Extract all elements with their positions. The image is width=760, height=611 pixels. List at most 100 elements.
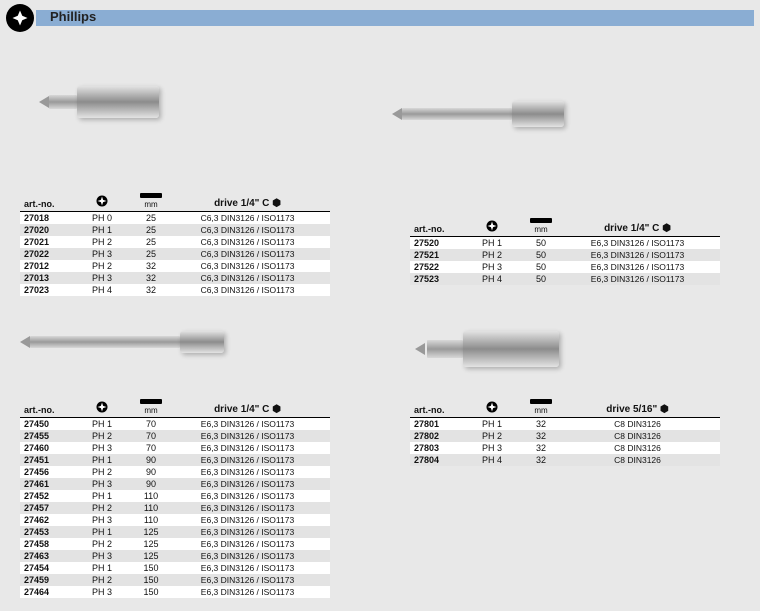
col-header-length: mm — [522, 399, 560, 417]
header-bar — [36, 10, 754, 26]
bit-hex — [512, 101, 564, 127]
table-row: 27450PH 170E6,3 DIN3126 / ISO1173 — [20, 418, 330, 430]
bit-tip — [392, 108, 402, 120]
table-row: 27452PH 1110E6,3 DIN3126 / ISO1173 — [20, 490, 330, 502]
spec-table: art.-no.mmdrive 1/4" C ⬢27450PH 170E6,3 … — [20, 396, 330, 598]
table-row: 27021PH 225C6,3 DIN3126 / ISO1173 — [20, 236, 330, 248]
cell-artno: 27455 — [20, 431, 72, 441]
table-body: 27520PH 150E6,3 DIN3126 / ISO117327521PH… — [410, 237, 720, 285]
cell-size: PH 2 — [72, 539, 132, 549]
cell-artno: 27457 — [20, 503, 72, 513]
cell-drive: C8 DIN3126 — [560, 419, 715, 429]
col-header-size — [72, 401, 132, 417]
cell-drive: E6,3 DIN3126 / ISO1173 — [170, 479, 325, 489]
cell-length: 32 — [132, 273, 170, 283]
cell-length: 70 — [132, 419, 170, 429]
bit-illustration — [39, 80, 169, 124]
cell-artno: 27021 — [20, 237, 72, 247]
table-row: 27458PH 2125E6,3 DIN3126 / ISO1173 — [20, 538, 330, 550]
cell-length: 50 — [522, 250, 560, 260]
table-body: 27801PH 132C8 DIN312627802PH 232C8 DIN31… — [410, 418, 720, 466]
col-header-artno: art.-no. — [410, 224, 462, 236]
cell-length: 125 — [132, 551, 170, 561]
cell-drive: C6,3 DIN3126 / ISO1173 — [170, 225, 325, 235]
cell-artno: 27451 — [20, 455, 72, 465]
bit-tip — [39, 96, 49, 108]
phillips-icon — [96, 195, 108, 209]
bit-hex — [463, 331, 559, 367]
cell-artno: 27456 — [20, 467, 72, 477]
cell-size: PH 4 — [72, 285, 132, 295]
cell-size: PH 2 — [462, 250, 522, 260]
length-icon — [530, 399, 552, 404]
col-header-size — [462, 401, 522, 417]
table-row: 27459PH 2150E6,3 DIN3126 / ISO1173 — [20, 574, 330, 586]
col-header-size — [462, 220, 522, 236]
cell-length: 32 — [132, 285, 170, 295]
table-header: art.-no.mmdrive 5/16" ⬢ — [410, 396, 720, 418]
cell-size: PH 3 — [462, 443, 522, 453]
length-icon — [140, 193, 162, 198]
bit-tip — [20, 336, 30, 348]
cell-size: PH 3 — [462, 262, 522, 272]
table-body: 27450PH 170E6,3 DIN3126 / ISO117327455PH… — [20, 418, 330, 598]
cell-length: 32 — [522, 455, 560, 465]
cell-size: PH 3 — [72, 587, 132, 597]
cell-artno: 27023 — [20, 285, 72, 295]
table-row: 27462PH 3110E6,3 DIN3126 / ISO1173 — [20, 514, 330, 526]
table-row: 27461PH 390E6,3 DIN3126 / ISO1173 — [20, 478, 330, 490]
cell-size: PH 3 — [72, 443, 132, 453]
table-row: 27801PH 132C8 DIN3126 — [410, 418, 720, 430]
drive-label: drive 1/4" C ⬢ — [214, 198, 281, 209]
cell-drive: E6,3 DIN3126 / ISO1173 — [170, 467, 325, 477]
page-header: Phillips — [0, 0, 760, 34]
cell-artno: 27802 — [410, 431, 462, 441]
table-row: 27451PH 190E6,3 DIN3126 / ISO1173 — [20, 454, 330, 466]
cell-artno: 27454 — [20, 563, 72, 573]
cell-drive: E6,3 DIN3126 / ISO1173 — [560, 250, 715, 260]
cell-artno: 27521 — [410, 250, 462, 260]
cell-artno: 27022 — [20, 249, 72, 259]
mm-label: mm — [534, 225, 547, 234]
phillips-icon — [6, 4, 34, 32]
table-row: 27804PH 432C8 DIN3126 — [410, 454, 720, 466]
cell-size: PH 4 — [462, 274, 522, 284]
cell-artno: 27463 — [20, 551, 72, 561]
table-row: 27022PH 325C6,3 DIN3126 / ISO1173 — [20, 248, 330, 260]
cell-drive: E6,3 DIN3126 / ISO1173 — [170, 431, 325, 441]
col-header-length: mm — [132, 193, 170, 211]
table-row: 27523PH 450E6,3 DIN3126 / ISO1173 — [410, 273, 720, 285]
cell-length: 90 — [132, 455, 170, 465]
spec-table: art.-no.mmdrive 5/16" ⬢27801PH 132C8 DIN… — [410, 396, 720, 466]
table-row: 27520PH 150E6,3 DIN3126 / ISO1173 — [410, 237, 720, 249]
mm-label: mm — [534, 406, 547, 415]
cell-size: PH 1 — [72, 225, 132, 235]
length-icon — [530, 218, 552, 223]
col-header-length: mm — [132, 399, 170, 417]
cell-size: PH 3 — [72, 551, 132, 561]
col-header-drive: drive 1/4" C ⬢ — [170, 198, 325, 211]
table-row: 27803PH 332C8 DIN3126 — [410, 442, 720, 454]
cell-length: 150 — [132, 575, 170, 585]
col-header-artno: art.-no. — [20, 199, 72, 211]
hex-icon: ⬢ — [662, 223, 671, 234]
table-header: art.-no.mmdrive 1/4" C ⬢ — [20, 396, 330, 418]
cell-length: 110 — [132, 515, 170, 525]
bit-shaft — [49, 95, 77, 109]
cell-drive: C8 DIN3126 — [560, 455, 715, 465]
table-row: 27454PH 1150E6,3 DIN3126 / ISO1173 — [20, 562, 330, 574]
table-row: 27521PH 250E6,3 DIN3126 / ISO1173 — [410, 249, 720, 261]
cell-length: 70 — [132, 443, 170, 453]
bit-illustration — [415, 325, 569, 373]
cell-size: PH 1 — [72, 563, 132, 573]
cell-drive: C6,3 DIN3126 / ISO1173 — [170, 261, 325, 271]
cell-artno: 27020 — [20, 225, 72, 235]
cell-size: PH 3 — [72, 515, 132, 525]
table-row: 27457PH 2110E6,3 DIN3126 / ISO1173 — [20, 502, 330, 514]
cell-drive: E6,3 DIN3126 / ISO1173 — [170, 527, 325, 537]
cell-length: 90 — [132, 467, 170, 477]
cell-artno: 27461 — [20, 479, 72, 489]
cell-drive: E6,3 DIN3126 / ISO1173 — [170, 575, 325, 585]
cell-length: 25 — [132, 213, 170, 223]
cell-size: PH 1 — [72, 527, 132, 537]
